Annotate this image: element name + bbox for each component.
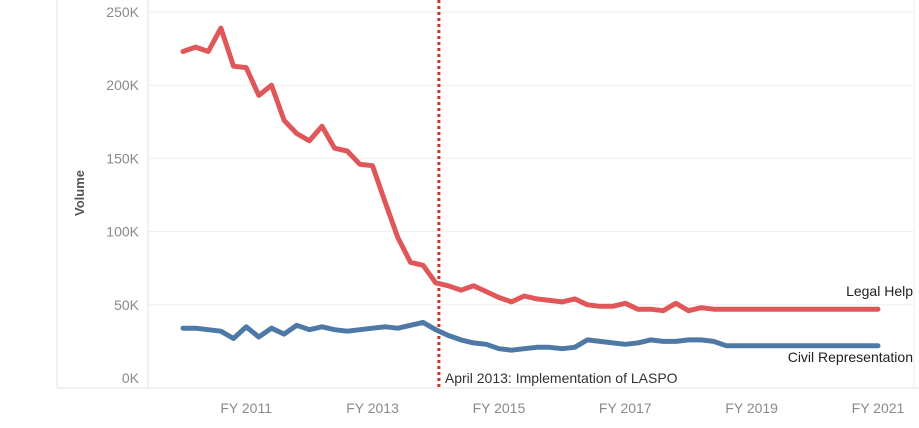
y-tick-label: 100K bbox=[106, 224, 139, 240]
gridlines bbox=[56, 0, 919, 389]
series-line-civil-representation bbox=[180, 319, 881, 353]
y-tick-label: 150K bbox=[106, 150, 139, 166]
annotation-label: April 2013: Implementation of LASPO bbox=[445, 370, 678, 386]
x-tick-label: FY 2015 bbox=[473, 400, 526, 416]
y-axis-title: Volume bbox=[72, 170, 87, 216]
x-tick-label: FY 2011 bbox=[220, 400, 272, 416]
series-label: Civil Representation bbox=[788, 349, 913, 365]
x-tick-label: FY 2017 bbox=[599, 400, 652, 416]
y-tick-label: 0K bbox=[122, 370, 140, 386]
y-tick-label: 250K bbox=[106, 4, 139, 20]
y-tick-label: 200K bbox=[106, 77, 139, 93]
annotations: April 2013: Implementation of LASPO bbox=[437, 0, 678, 388]
series-labels: Legal Help Civil Representation bbox=[788, 283, 914, 365]
series-lines bbox=[180, 25, 881, 353]
series-label: Legal Help bbox=[846, 283, 913, 299]
y-axis: 0K 50K 100K 150K 200K 250K bbox=[106, 4, 139, 386]
x-tick-label: FY 2021 bbox=[852, 400, 905, 416]
series-line-legal-help bbox=[180, 25, 881, 314]
y-tick-label: 50K bbox=[114, 297, 140, 313]
x-tick-label: FY 2019 bbox=[725, 400, 778, 416]
x-axis: FY 2011 FY 2013 FY 2015 FY 2017 FY 2019 FY 20… bbox=[220, 400, 904, 416]
x-tick-label: FY 2013 bbox=[346, 400, 399, 416]
